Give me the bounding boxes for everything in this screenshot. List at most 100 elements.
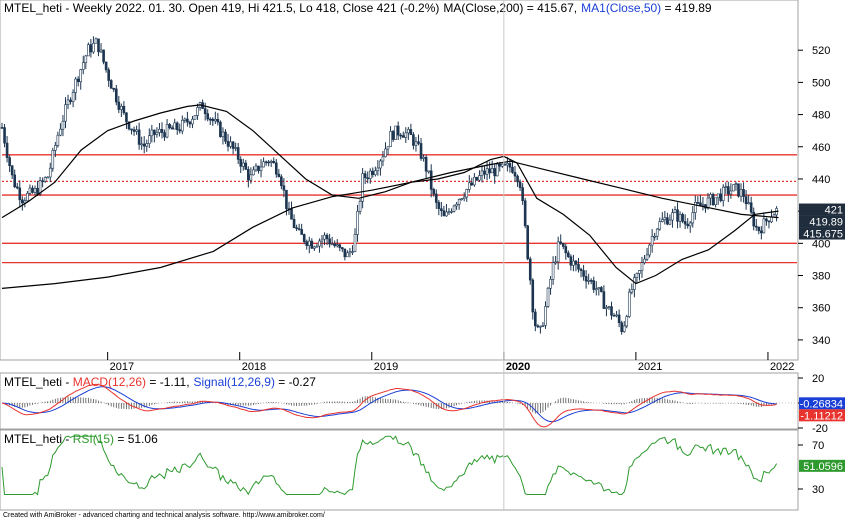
candle-body <box>399 134 403 137</box>
x-tick-label-2019: 2019 <box>374 361 398 373</box>
rsi-header-rsi-val: = 51.06 <box>114 432 158 446</box>
candle-body <box>229 141 232 147</box>
candle-body <box>102 49 105 63</box>
candle-body <box>643 258 646 263</box>
candle-body <box>368 170 372 179</box>
candle-body <box>691 212 695 224</box>
candle-body <box>74 78 77 93</box>
candle-body <box>620 322 623 332</box>
candle-body <box>412 134 415 146</box>
candle-body <box>323 234 326 240</box>
candle-body <box>561 243 565 247</box>
candle-body <box>678 214 682 222</box>
price-label-bg-0 <box>799 203 845 216</box>
candle-body <box>419 143 423 159</box>
candle-body <box>508 163 512 168</box>
candle-body <box>325 234 329 240</box>
candle-body <box>594 288 598 291</box>
price-pane-frame <box>0 0 799 361</box>
candle-body <box>142 143 146 147</box>
price-header-ma50-val: = 419.89 <box>661 1 712 15</box>
candle-body <box>549 279 552 289</box>
candle-body <box>33 188 37 193</box>
candle-body <box>170 127 174 130</box>
candle-body <box>754 225 758 228</box>
candle-body <box>640 262 644 271</box>
candle-body <box>648 244 651 256</box>
candle-body <box>749 202 753 213</box>
rsi-series <box>1 435 778 496</box>
candle-body <box>285 189 288 209</box>
candle-body <box>655 228 659 237</box>
candle-body <box>470 182 474 186</box>
candle-body <box>462 196 466 199</box>
candle-body <box>478 175 481 181</box>
candle-body <box>51 150 55 169</box>
candle-body <box>353 234 357 252</box>
candle-body <box>589 280 593 282</box>
rsi-y-tick-label-70: 70 <box>812 440 824 452</box>
candle-body <box>374 170 377 175</box>
rsi-y-axis: 70 30 <box>798 440 824 496</box>
candle-body <box>165 124 169 138</box>
macd-y-tick-label--20: -20 <box>812 423 828 435</box>
candle-body <box>168 124 171 129</box>
candle-body <box>15 186 19 189</box>
candle-body <box>612 315 616 317</box>
candle-body <box>48 167 52 178</box>
candle-body <box>10 165 14 176</box>
candle-body <box>125 112 128 123</box>
price-header-ma50-name: MA1(Close,50) <box>581 1 661 15</box>
candle-body <box>224 131 227 142</box>
candle-body <box>252 169 255 176</box>
candle-body <box>607 306 611 308</box>
candle-body <box>495 163 499 177</box>
candle-body <box>56 134 60 146</box>
candle-body <box>277 173 281 178</box>
candle-body <box>569 256 573 266</box>
price-header-info: Weekly 2022. 01. 30. Open 419, Hi 421.5,… <box>73 1 440 15</box>
candle-body <box>272 161 276 164</box>
candle-body <box>274 162 278 175</box>
candle-body <box>696 202 700 204</box>
candle-body <box>452 205 456 212</box>
candle-body <box>630 289 634 293</box>
candle-body <box>473 176 476 186</box>
candle-body <box>264 161 268 164</box>
candle-body <box>104 61 108 71</box>
ma200-line <box>1 160 779 289</box>
candle-body <box>536 325 540 328</box>
candle-body <box>94 38 98 44</box>
candle-body <box>31 187 34 193</box>
candle-body <box>239 159 243 167</box>
candle-body <box>615 314 618 317</box>
candle-body <box>0 127 4 129</box>
signal-line <box>1 386 777 423</box>
macd-pane: MTEL_heti - MACD(12,26) = -1.11, Signal(1… <box>0 372 845 435</box>
candle-body <box>348 251 352 254</box>
candle-body <box>501 163 504 167</box>
candle-body <box>61 120 65 130</box>
macd-label-1: -1.11212 <box>800 410 843 422</box>
candle-body <box>447 211 451 213</box>
candle-body <box>343 248 347 258</box>
macd-series <box>1 383 797 428</box>
candle-body <box>41 180 44 182</box>
candle-body <box>160 128 164 133</box>
candle-body <box>386 146 390 150</box>
candle-body <box>28 187 32 194</box>
candle-body <box>361 173 364 202</box>
rsi-header-sep: - <box>62 432 73 446</box>
y-tick-label-380: 380 <box>812 271 830 283</box>
rsi-y-tick-label-30: 30 <box>812 484 824 496</box>
candle-body <box>706 197 710 209</box>
candle-body <box>307 240 311 246</box>
price-label-0: 421 <box>825 205 843 217</box>
rsi-label-0: 51.0596 <box>803 461 843 473</box>
candle-body <box>714 197 717 206</box>
candle-body <box>186 118 189 123</box>
candle-body <box>196 107 199 116</box>
candle-body <box>5 142 9 158</box>
candle-body <box>112 88 116 90</box>
candle-body <box>221 131 225 138</box>
